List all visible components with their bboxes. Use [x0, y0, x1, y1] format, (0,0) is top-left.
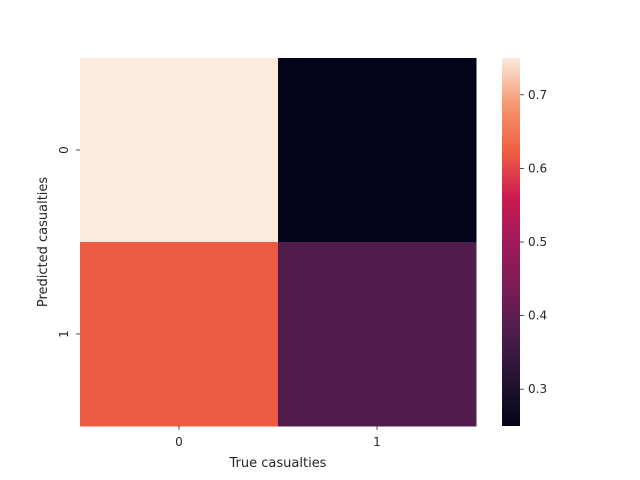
y-tick-label: 1: [57, 330, 71, 338]
colorbar-tick-label: 0.7: [528, 88, 547, 102]
colorbar: [502, 58, 520, 426]
heatmap-cell: [80, 58, 279, 243]
heatmap-cell: [278, 58, 477, 243]
colorbar-tick-label: 0.4: [528, 309, 547, 323]
x-tick-label: 0: [175, 435, 183, 449]
colorbar-tick-label: 0.3: [528, 382, 547, 396]
heatmap-cells: [80, 58, 477, 427]
x-tick-label: 1: [373, 435, 381, 449]
x-axis-label: True casualties: [229, 456, 327, 471]
heatmap-cell: [80, 242, 279, 427]
colorbar-tick-label: 0.5: [528, 235, 547, 249]
colorbar-ticks: 0.3 0.4 0.5 0.6 0.7: [520, 88, 547, 396]
y-axis-label: Predicted casualties: [36, 177, 51, 308]
y-axis-ticks: 01: [57, 146, 80, 338]
y-tick-label: 0: [57, 146, 71, 154]
heatmap-cell: [278, 242, 477, 427]
colorbar-tick-label: 0.6: [528, 161, 547, 175]
